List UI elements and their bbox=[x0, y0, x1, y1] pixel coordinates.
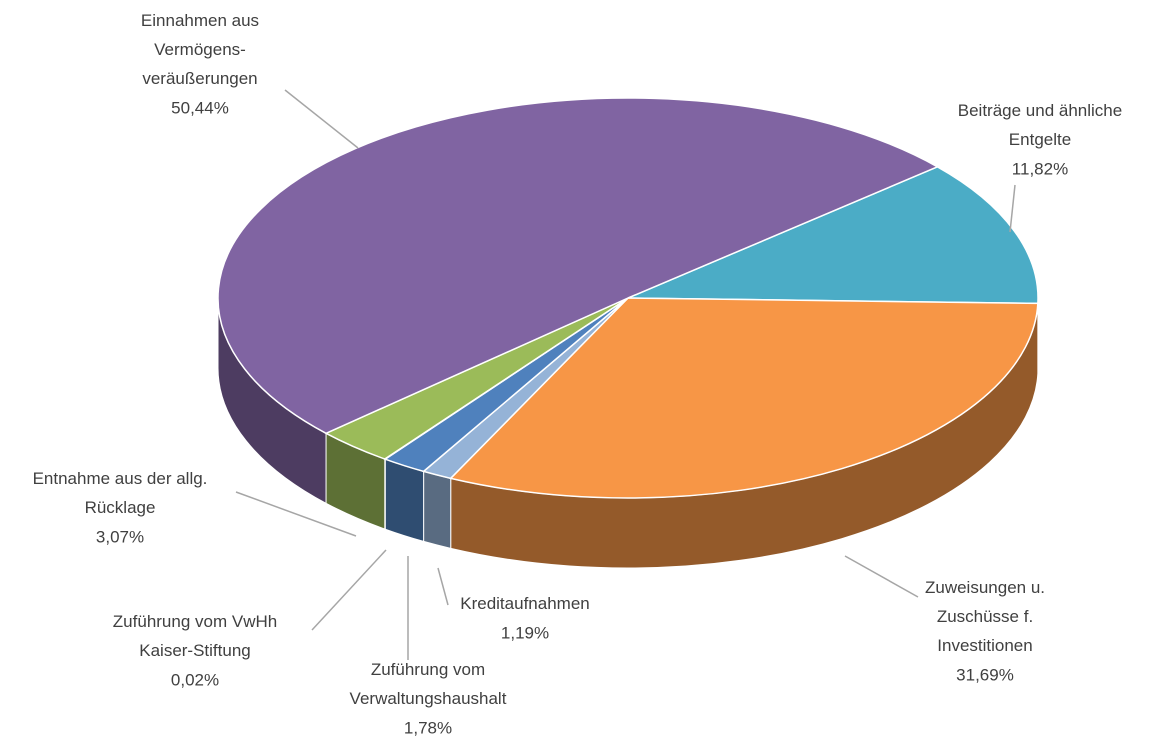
data-label-name: Zuweisungen u. Zuschüsse f. Investitionen bbox=[925, 578, 1045, 655]
data-label-name: Zuführung vom Verwaltungshaushalt bbox=[350, 660, 507, 708]
data-label-name: Einnahmen aus Vermögens-veräußerungen bbox=[141, 11, 259, 88]
slice-side bbox=[384, 458, 425, 543]
label-line: Entgelte bbox=[1009, 130, 1071, 149]
data-label: 31,69% bbox=[956, 665, 1014, 684]
slice-side bbox=[423, 470, 452, 549]
leader-line bbox=[311, 549, 387, 631]
leader-line bbox=[235, 491, 357, 537]
label-line: Investitionen bbox=[937, 636, 1032, 655]
leader-line bbox=[844, 555, 919, 598]
label-line: Kaiser-Stiftung bbox=[139, 641, 251, 660]
label-line: Rücklage bbox=[85, 498, 156, 517]
data-label: 1,19% bbox=[501, 623, 549, 642]
label-line: Verwaltungshaushalt bbox=[350, 689, 507, 708]
label-line: Zuschüsse f. bbox=[937, 607, 1033, 626]
data-label: 1,78% bbox=[404, 718, 452, 737]
label-line: veräußerungen bbox=[142, 69, 257, 88]
slice bbox=[627, 165, 1039, 305]
label-line: Vermögens- bbox=[154, 40, 246, 59]
data-label-name: Kreditaufnahmen bbox=[460, 594, 589, 613]
label-line: Beiträge und ähnliche bbox=[958, 101, 1122, 120]
leader-line bbox=[284, 89, 359, 149]
data-label: 50,44% bbox=[171, 98, 229, 117]
data-label: 3,07% bbox=[96, 527, 144, 546]
label-line: Entnahme aus der allg. bbox=[33, 469, 208, 488]
label-line: Zuführung vom bbox=[371, 660, 485, 679]
label-line: Einnahmen aus bbox=[141, 11, 259, 30]
data-label-name: Zuführung vom VwHh Kaiser-Stiftung bbox=[113, 612, 277, 660]
data-label-name: Entnahme aus der allg. Rücklage bbox=[33, 469, 208, 517]
slice bbox=[449, 297, 1039, 499]
slice bbox=[217, 97, 940, 435]
data-label: 0,02% bbox=[171, 670, 219, 689]
leader-line bbox=[1009, 184, 1016, 233]
leader-line bbox=[437, 567, 449, 606]
data-label: 11,82% bbox=[1012, 159, 1068, 178]
data-label-name: Beiträge und ähnliche Entgelte bbox=[958, 101, 1122, 149]
label-line: Zuweisungen u. bbox=[925, 578, 1045, 597]
label-line: Kreditaufnahmen bbox=[460, 594, 589, 613]
label-line: Zuführung vom VwHh bbox=[113, 612, 277, 631]
